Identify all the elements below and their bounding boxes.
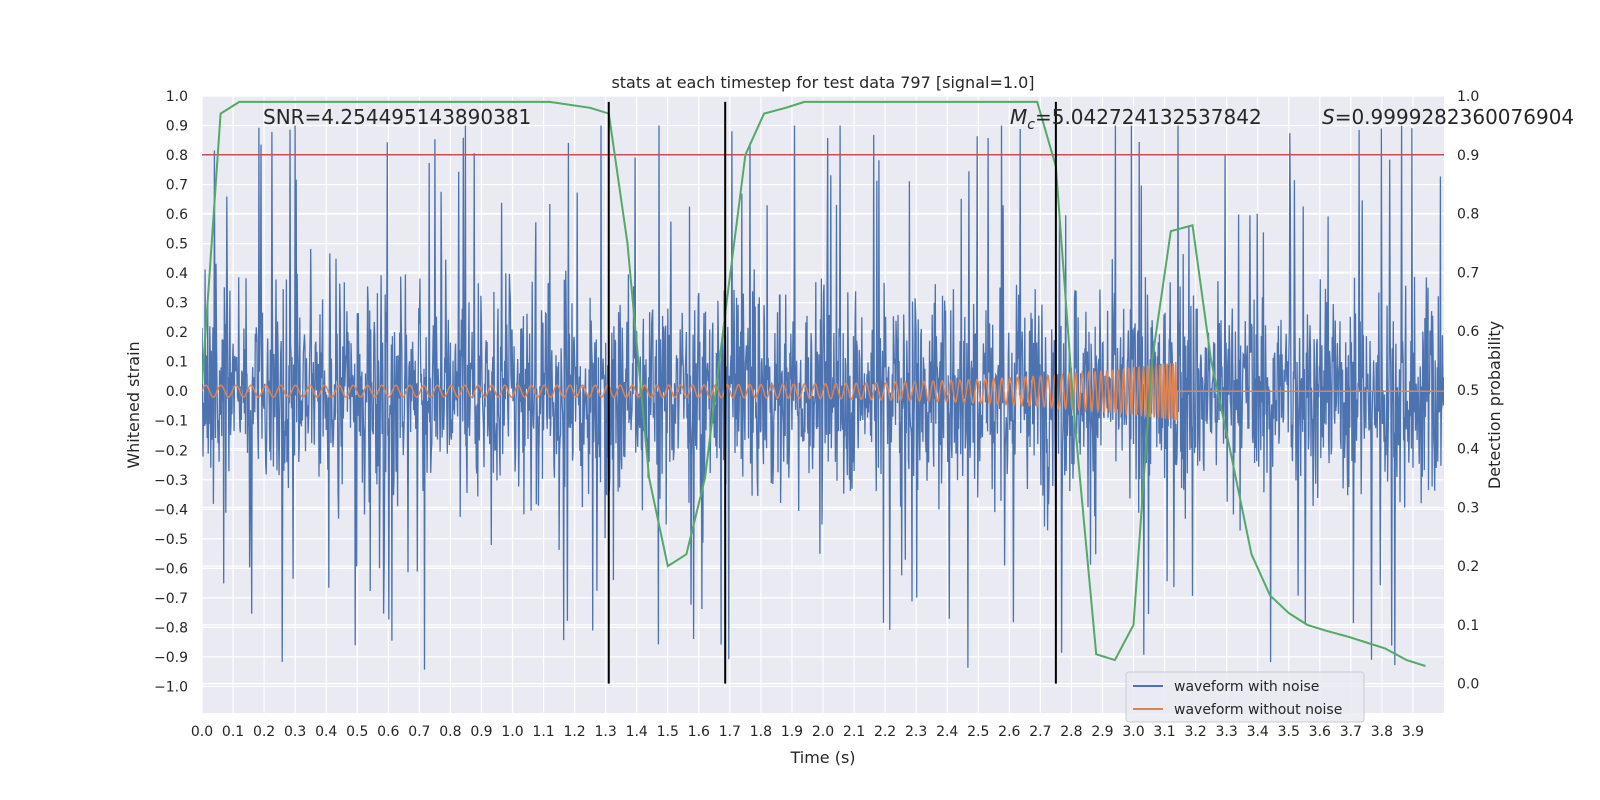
s-value: =0.9999282360076904 (1335, 105, 1574, 129)
y-axis-label: Whitened strain (124, 341, 143, 468)
y-right-tick-label: 0.0 (1457, 677, 1479, 693)
x-tick-label: 0.6 (377, 724, 399, 740)
y-right-tick-label: 0.1 (1457, 618, 1479, 634)
x-tick-label: 1.5 (657, 724, 679, 740)
y-tick-label: −0.7 (154, 591, 188, 607)
x-tick-label: 0.8 (439, 724, 461, 740)
x-tick-label: 1.4 (626, 724, 648, 740)
x-tick-label: 2.5 (967, 724, 989, 740)
x-tick-label: 3.1 (1153, 724, 1175, 740)
y-right-tick-label: 0.8 (1457, 207, 1479, 223)
legend-box (1125, 671, 1365, 723)
x-tick-label: 2.2 (874, 724, 896, 740)
x-tick-label: 1.6 (688, 724, 710, 740)
x-tick-label: 0.1 (222, 724, 244, 740)
y-right-tick-label: 0.9 (1457, 148, 1479, 164)
series-waveform-without-noise (202, 361, 1444, 421)
y-right-tick-label: 0.4 (1457, 442, 1479, 458)
x-tick-label: 1.2 (563, 724, 585, 740)
y-right-tick-label: 0.6 (1457, 324, 1479, 340)
x-tick-label: 3.0 (1122, 724, 1144, 740)
y-tick-label: 0.2 (166, 325, 188, 341)
x-tick-label: 0.3 (284, 724, 306, 740)
ticks: 0.0 0.1 0.2 0.3 0.4 0.5 0.6 0.7 0.8 0.9 1.0 1.1 1.2 1… (154, 89, 1479, 740)
y-tick-label: 0.5 (166, 237, 188, 253)
x-tick-label: 3.3 (1216, 724, 1238, 740)
y-tick-label: −0.6 (154, 561, 188, 577)
x-tick-label: 0.2 (253, 724, 275, 740)
s-symbol: S (1322, 105, 1335, 129)
x-tick-label: 2.6 (998, 724, 1020, 740)
x-tick-label: 0.7 (408, 724, 430, 740)
legend: waveform with noise waveform without noi… (1125, 671, 1365, 723)
series-layer (202, 100, 1444, 684)
legend-label-clean: waveform without noise (1174, 702, 1342, 718)
y-tick-label: −0.1 (154, 414, 188, 430)
y-tick-label: 0.1 (166, 355, 188, 371)
y-right-tick-label: 0.2 (1457, 559, 1479, 575)
y-tick-label: −0.8 (154, 620, 188, 636)
y-tick-label: −0.3 (154, 473, 188, 489)
grid (201, 95, 1444, 713)
s-annotation: S=0.9999282360076904 (1322, 105, 1574, 129)
x-tick-label: 2.9 (1091, 724, 1113, 740)
series-waveform-with-noise (202, 125, 1444, 670)
x-tick-label: 2.8 (1060, 724, 1082, 740)
x-tick-label: 3.8 (1371, 724, 1393, 740)
x-tick-label: 3.7 (1340, 724, 1362, 740)
x-tick-label: 3.9 (1402, 724, 1424, 740)
x-tick-label: 2.0 (812, 724, 834, 740)
x-tick-label: 3.5 (1278, 724, 1300, 740)
chirp-mass-annotation: Mc=5.042724132537842 (1010, 105, 1262, 133)
x-tick-label: 2.7 (1029, 724, 1051, 740)
chirp-mass-value: =5.042724132537842 (1035, 105, 1262, 129)
x-tick-label: 3.4 (1247, 724, 1269, 740)
x-tick-label: 1.9 (781, 724, 803, 740)
x-tick-label: 2.4 (936, 724, 958, 740)
y-tick-label: 0.9 (166, 119, 188, 135)
y-tick-label: 0.8 (166, 148, 188, 164)
x-tick-label: 1.3 (595, 724, 617, 740)
x-tick-label: 2.1 (843, 724, 865, 740)
x-tick-label: 2.3 (905, 724, 927, 740)
y-tick-label: −0.5 (154, 532, 188, 548)
y-right-tick-label: 0.7 (1457, 265, 1479, 281)
x-axis-label: Time (s) (789, 748, 855, 767)
chirp-mass-symbol: M (1010, 105, 1027, 129)
x-tick-label: 1.1 (532, 724, 554, 740)
y-tick-label: 0.6 (166, 207, 188, 223)
y-right-tick-label: 0.3 (1457, 500, 1479, 516)
y-tick-label: 0.7 (166, 178, 188, 194)
y-tick-label: 1.0 (166, 89, 188, 105)
y-tick-label: −0.9 (154, 650, 188, 666)
y-tick-label: 0.4 (166, 266, 188, 282)
legend-label-noise: waveform with noise (1174, 679, 1319, 695)
detection-probability-line (202, 100, 1426, 667)
y-tick-label: 0.3 (166, 296, 188, 312)
y-right-tick-label: 0.5 (1457, 383, 1479, 399)
x-tick-label: 1.0 (501, 724, 523, 740)
chirp-mass-subscript: c (1027, 117, 1035, 133)
x-tick-label: 1.8 (750, 724, 772, 740)
y-tick-label: −1.0 (154, 679, 188, 695)
x-tick-label: 0.0 (191, 724, 213, 740)
chart-title: stats at each timestep for test data 797… (611, 73, 1034, 92)
y-tick-label: −0.2 (154, 443, 188, 459)
x-tick-label: 0.4 (315, 724, 337, 740)
x-tick-label: 0.9 (470, 724, 492, 740)
x-tick-label: 0.5 (346, 724, 368, 740)
x-tick-label: 3.6 (1309, 724, 1331, 740)
y-right-tick-label: 1.0 (1457, 89, 1479, 105)
x-tick-label: 1.7 (719, 724, 741, 740)
snr-annotation: SNR=4.254495143890381 (263, 105, 531, 129)
y-axis-label-right: Detection probability (1485, 321, 1504, 489)
y-tick-label: −0.4 (154, 502, 188, 518)
x-tick-label: 3.2 (1184, 724, 1206, 740)
y-tick-label: 0.0 (166, 384, 188, 400)
